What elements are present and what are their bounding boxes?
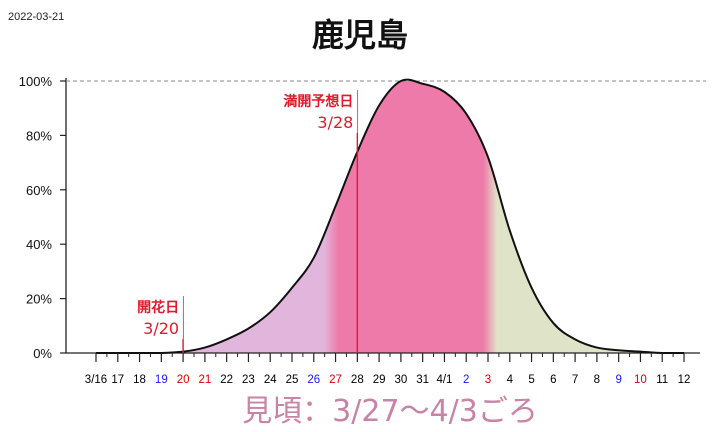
marker-label: 満開予想日 (283, 93, 353, 110)
x-tick-label: 12 (678, 374, 691, 386)
x-tick-label: 3 (485, 374, 491, 386)
y-tick-label: 40% (26, 237, 52, 252)
x-tick-label: 4/1 (436, 374, 452, 386)
y-axis-ticks: 0% 20% 40% 60% 80% 100% (19, 74, 66, 361)
x-tick-label: 5 (528, 374, 534, 386)
x-tick-label: 3/16 (85, 374, 107, 386)
x-tick-label: 27 (329, 374, 342, 386)
marker-date: 3/28 (317, 113, 353, 132)
y-tick-label: 0% (33, 346, 52, 361)
x-tick-label: 20 (177, 374, 190, 386)
x-tick-label: 10 (634, 374, 647, 386)
marker-label-box (256, 90, 358, 133)
y-tick-label: 60% (26, 183, 52, 198)
x-tick-label: 11 (656, 374, 668, 386)
chart-title: 鹿児島 (311, 16, 408, 54)
marker-label-box (82, 296, 184, 339)
bloom-area-fill (96, 81, 684, 353)
x-tick-label: 25 (286, 374, 299, 386)
x-tick-label: 24 (264, 374, 277, 386)
bloom-bands (96, 81, 684, 353)
x-tick-label: 28 (351, 374, 364, 386)
marker-date: 3/20 (143, 319, 179, 338)
y-tick-label: 100% (19, 74, 53, 89)
mikoro-period-label: 見頃：3/27～4/3ごろ (242, 394, 538, 429)
x-tick-label: 7 (572, 374, 578, 386)
y-tick-label: 80% (26, 128, 52, 143)
x-tick-label: 2 (463, 374, 469, 386)
x-tick-label: 26 (307, 374, 320, 386)
x-tick-label: 6 (550, 374, 556, 386)
marker-label: 開花日 (137, 299, 179, 316)
x-tick-label: 21 (198, 374, 211, 386)
x-tick-label: 31 (416, 374, 429, 386)
x-tick-label: 18 (133, 374, 146, 386)
x-tick-label: 8 (594, 374, 600, 386)
x-tick-label: 9 (615, 374, 621, 386)
bloom-rate-curve (96, 78, 684, 354)
x-tick-label: 29 (373, 374, 386, 386)
bloom-curve-layer (96, 78, 684, 354)
x-tick-label: 23 (242, 374, 255, 386)
x-tick-label: 30 (394, 374, 407, 386)
x-tick-label: 22 (220, 374, 233, 386)
event-markers: 開花日 3/20 満開予想日 3/28 (82, 90, 359, 353)
y-tick-label: 20% (26, 292, 52, 307)
x-tick-label: 17 (111, 374, 124, 386)
x-tick-label: 4 (507, 374, 514, 386)
x-tick-label: 19 (155, 374, 168, 386)
x-axis-ticks: 3/16 17 18 19 20 21 22 23 24 25 26 27 28 29 30 31 4/1 2 3 4… (85, 353, 691, 386)
date-stamp: 2022-03-21 (8, 11, 65, 23)
